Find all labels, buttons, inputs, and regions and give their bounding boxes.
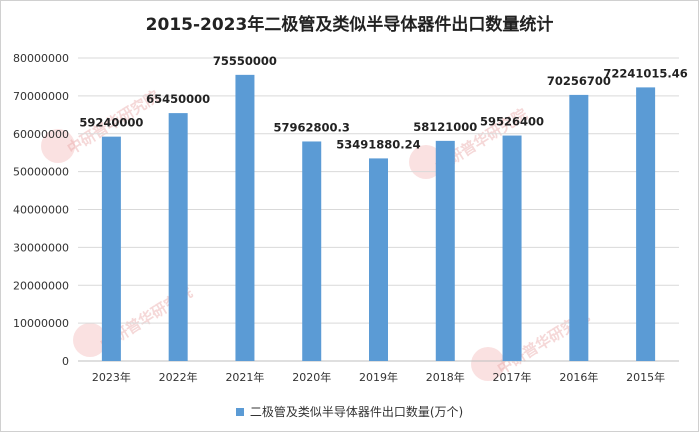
bar [235,74,255,362]
data-label: 58121000 [413,120,477,134]
x-tick-label: 2017年 [493,370,532,384]
data-label: 53491880.24 [336,137,420,151]
data-label: 59240000 [79,116,143,130]
bar [502,135,522,361]
data-label: 75550000 [213,54,277,68]
y-tick-label: 70000000 [13,90,69,103]
x-axis-ticks: 2023年 2022年 2021年 2020年 2019年 2018年 2017年 2016年… [92,370,665,384]
x-tick-label: 2019年 [359,370,398,384]
data-label: 70256700 [547,74,611,88]
x-tick-label: 2023年 [92,370,131,384]
bar [168,113,188,361]
watermark-logo [73,323,107,357]
data-label: 59526400 [480,115,544,129]
watermark-logo [41,129,75,163]
data-label: 57962800.3 [274,120,350,134]
data-label: 65450000 [146,92,210,106]
x-tick-label: 2015年 [626,370,665,384]
x-tick-label: 2020年 [292,370,331,384]
y-tick-label: 80000000 [13,52,69,65]
x-tick-label: 2018年 [426,370,465,384]
y-tick-label: 60000000 [13,128,69,141]
y-tick-label: 0 [62,355,69,368]
y-axis-ticks: 0 10000000 20000000 30000000 40000000 5000000… [13,52,69,368]
y-tick-label: 20000000 [13,279,69,292]
bar [101,136,121,361]
x-tick-label: 2016年 [559,370,598,384]
data-label: 72241015.46 [603,66,687,80]
y-tick-label: 30000000 [13,241,69,254]
bar [435,140,455,361]
bar-chart-plot: 0 10000000 20000000 30000000 40000000 5000000… [13,52,688,384]
y-tick-label: 10000000 [13,317,69,330]
chart-title: 2015-2023年二极管及类似半导体器件出口数量统计 [145,15,554,35]
bars [101,74,656,362]
y-tick-label: 40000000 [13,204,69,217]
bar [569,94,589,362]
bar [636,87,656,362]
x-tick-label: 2021年 [225,370,264,384]
legend: 二极管及类似半导体器件出口数量(万个) [1,403,698,420]
legend-swatch [235,407,244,416]
bar [369,158,388,361]
bar [302,141,322,361]
legend-label: 二极管及类似半导体器件出口数量(万个) [249,405,464,419]
x-tick-label: 2022年 [159,370,198,384]
watermark-logo [471,347,505,381]
y-tick-label: 50000000 [13,166,69,179]
